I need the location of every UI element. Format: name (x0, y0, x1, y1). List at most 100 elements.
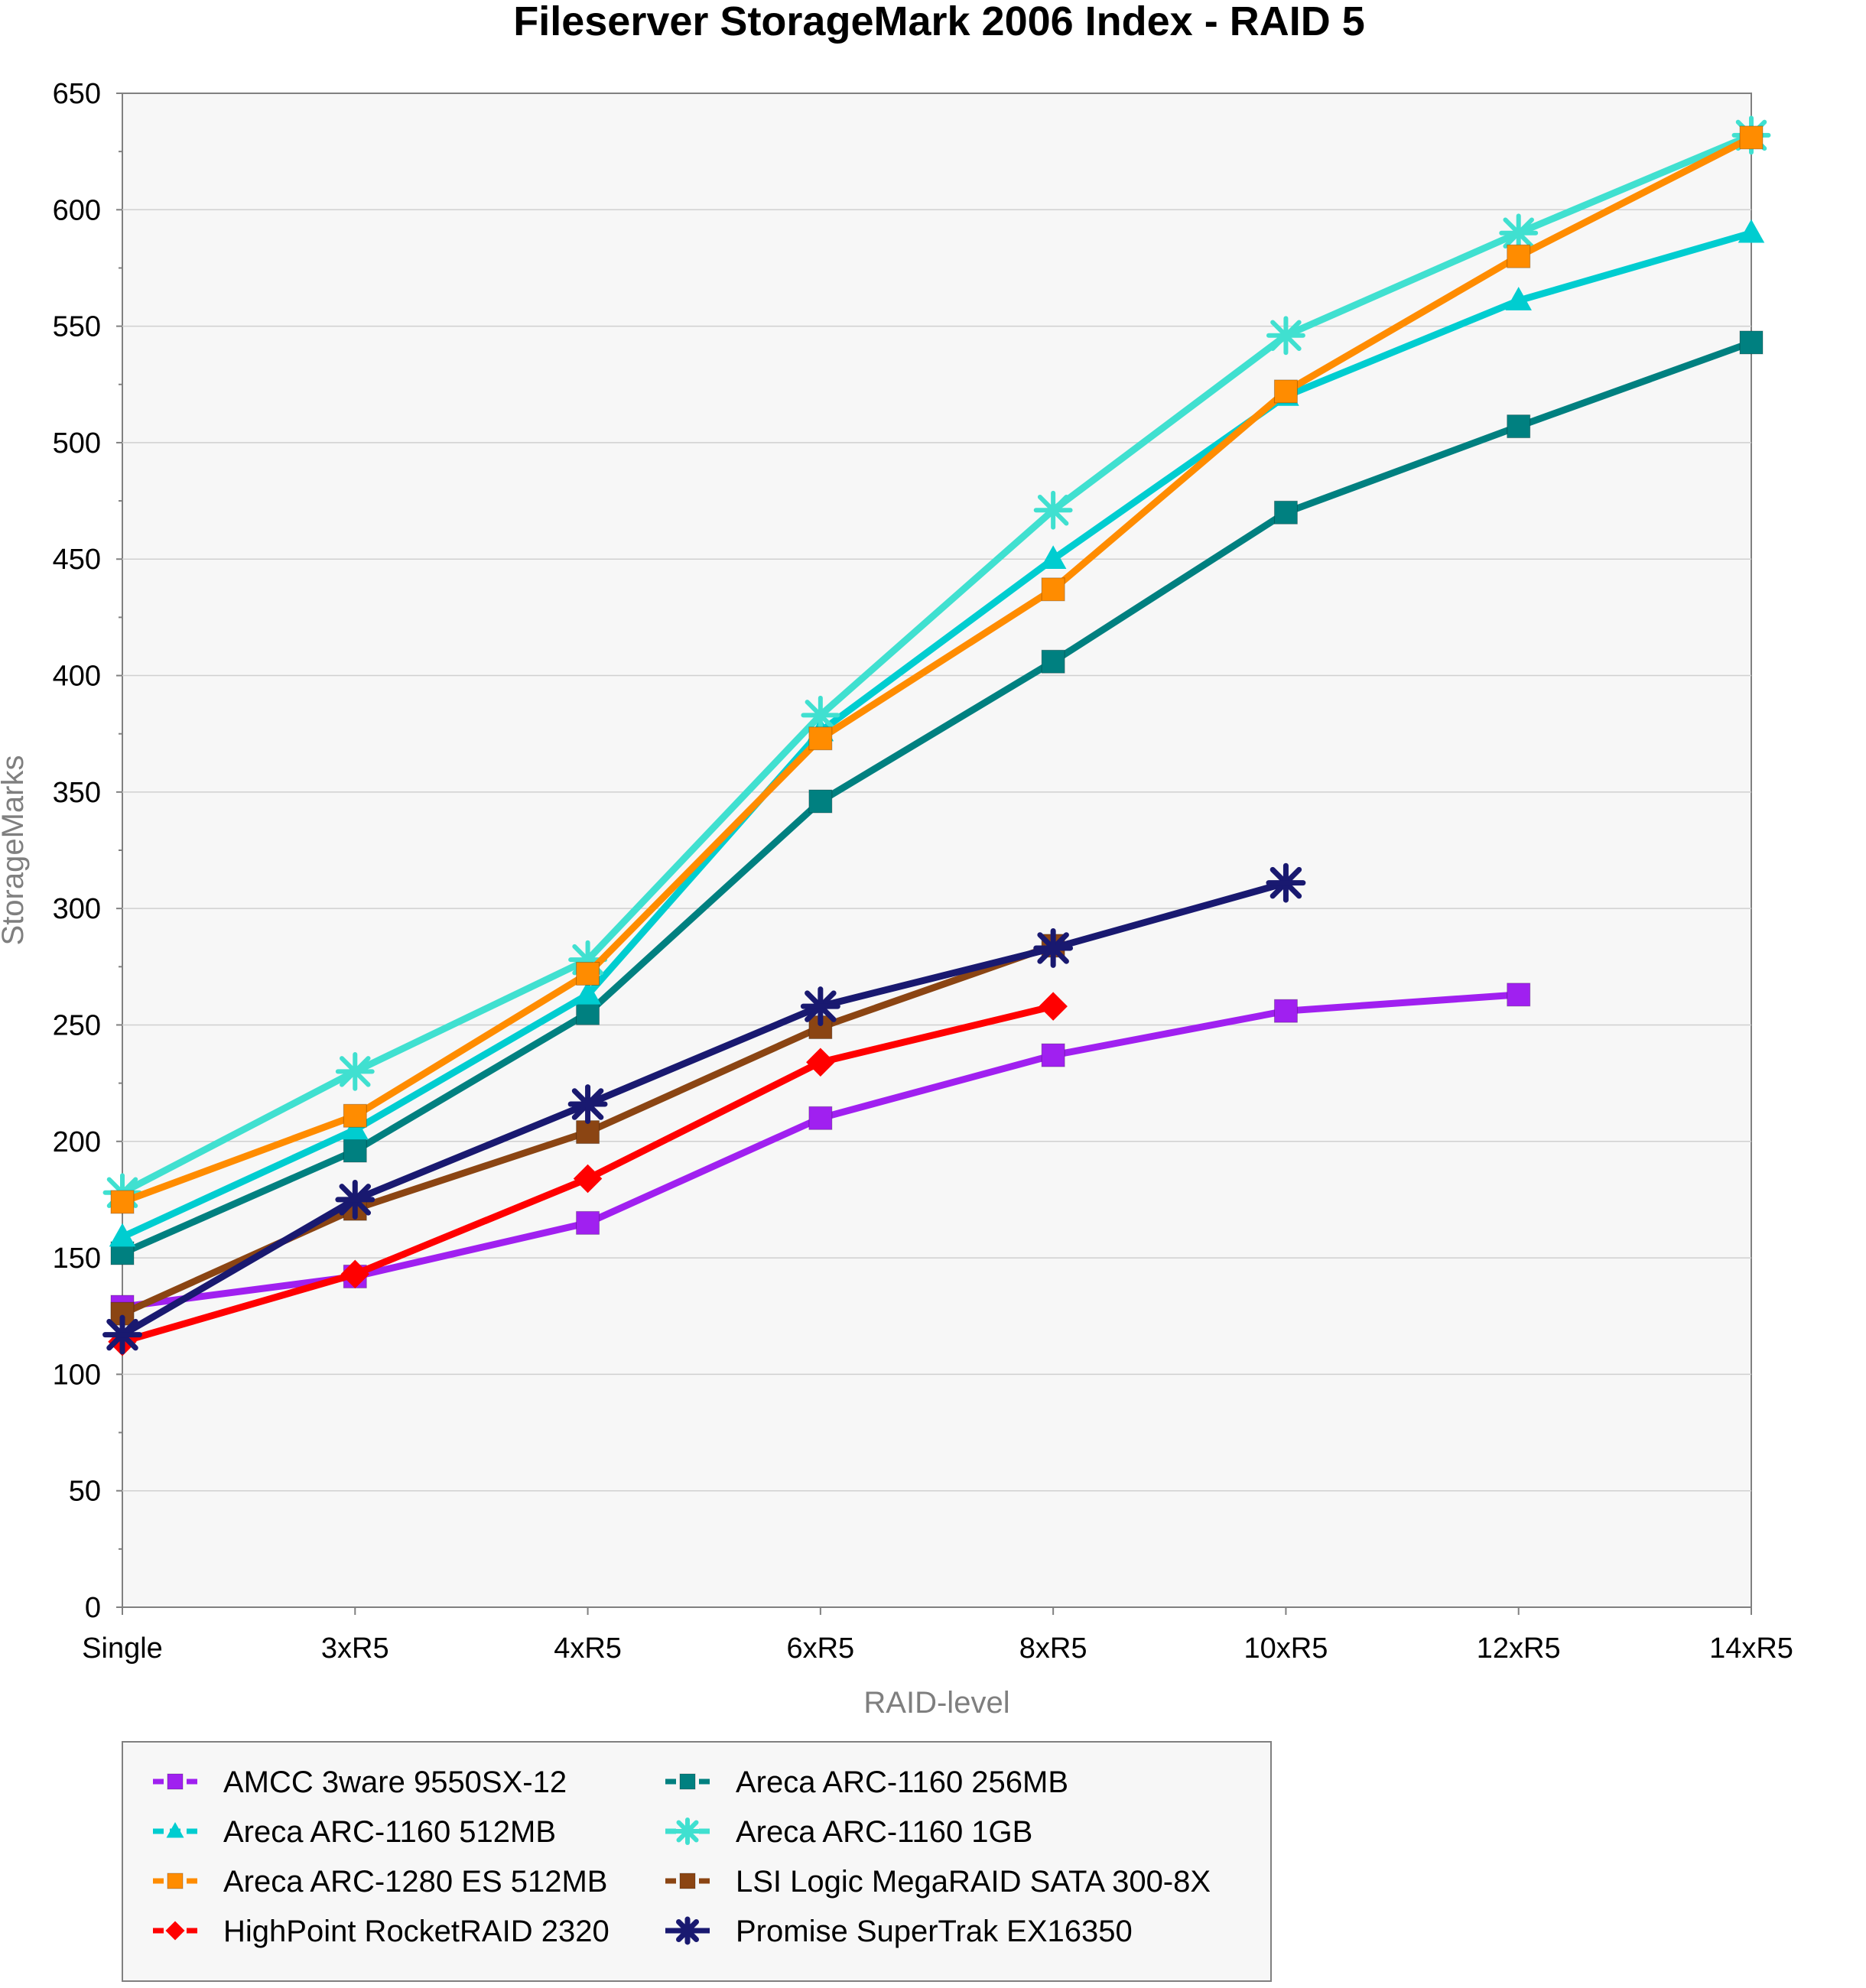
data-point (1033, 928, 1074, 968)
data-point (1041, 577, 1065, 602)
x-axis-title: RAID-level (863, 1686, 1009, 1720)
y-tick-label: 450 (53, 544, 101, 576)
y-tick-label: 650 (53, 78, 101, 110)
legend-label: AMCC 3ware 9550SX-12 (223, 1765, 567, 1799)
data-point (576, 961, 600, 986)
data-point (109, 1223, 136, 1247)
y-tick-label: 350 (53, 777, 101, 809)
data-point (801, 695, 840, 735)
legend-marker (679, 1873, 696, 1889)
data-point (808, 1015, 833, 1040)
y-tick-label: 100 (53, 1359, 101, 1391)
legend-marker (679, 1773, 696, 1790)
data-point (1039, 992, 1068, 1021)
data-point (1505, 287, 1532, 310)
data-point (576, 1210, 600, 1235)
data-point (1041, 1043, 1065, 1067)
y-tick-label: 200 (53, 1126, 101, 1158)
legend-item-areca-arc-1160-512mb: Areca ARC-1160 512MB (153, 1815, 556, 1849)
series-line-areca-arc-1160-256mb (119, 339, 1755, 1257)
data-point (1738, 219, 1765, 243)
legend-item-lsi-logic-megaraid-sata-300-8x: LSI Logic MegaRAID SATA 300-8X (665, 1865, 1211, 1899)
data-point (1499, 213, 1539, 253)
y-tick-label: 0 (85, 1592, 101, 1624)
data-point (800, 986, 840, 1027)
axes: 0 50 100 150 200 250 300 350 400 450 500 550 600 650 S… (53, 78, 1793, 1665)
data-point (576, 1001, 600, 1025)
y-tick-label: 600 (53, 194, 101, 226)
data-point (1273, 379, 1298, 404)
legend-marker (166, 1822, 184, 1838)
data-point (343, 1103, 367, 1128)
legend-label: Areca ARC-1280 ES 512MB (223, 1865, 607, 1899)
data-point (340, 1259, 370, 1289)
series-line-promise-supertrak-ex16350 (119, 879, 1289, 1339)
legend-marker (167, 1873, 184, 1889)
data-point (1273, 999, 1298, 1023)
legend-label: Areca ARC-1160 256MB (736, 1765, 1068, 1799)
data-point (335, 1179, 375, 1220)
data-point (1041, 649, 1065, 674)
data-point (567, 1084, 608, 1124)
x-tick-label-3xr5: 3xR5 (321, 1632, 389, 1665)
x-tick-label-6xr5: 6xR5 (786, 1632, 854, 1665)
x-tick-label-12xr5: 12xR5 (1477, 1632, 1561, 1665)
legend-item-areca-arc-1280-es-512mb: Areca ARC-1280 ES 512MB (153, 1865, 607, 1899)
y-tick-label: 500 (53, 427, 101, 460)
legend-marker (673, 1916, 702, 1945)
series-areca-arc-1280-es-512mb (110, 125, 1764, 1214)
series-areca-arc-1160-256mb (110, 330, 1764, 1265)
legend: AMCC 3ware 9550SX-12 Areca ARC-1160 256MB… (122, 1741, 1272, 1982)
data-point (574, 980, 601, 1005)
data-point (335, 1051, 375, 1091)
data-point (808, 789, 833, 814)
x-tick-label-10xr5: 10xR5 (1244, 1632, 1328, 1665)
x-tick-label-14xr5: 14xR5 (1709, 1632, 1793, 1665)
legend-item-areca-arc-1160-256mb: Areca ARC-1160 256MB (665, 1765, 1068, 1799)
data-point (1266, 316, 1305, 356)
y-tick-label: 550 (53, 311, 101, 343)
data-point (1266, 862, 1306, 903)
legend-item-highpoint-rocketraid-2320: HighPoint RocketRAID 2320 (153, 1915, 610, 1948)
data-point (342, 1116, 369, 1140)
data-point (576, 1120, 600, 1145)
data-point (573, 1164, 603, 1194)
y-tick-label: 150 (53, 1242, 101, 1275)
legend-marker (165, 1921, 185, 1941)
data-point (102, 1314, 142, 1355)
data-point (343, 1139, 367, 1163)
legend-item-amcc-3ware-9550sx-12: AMCC 3ware 9550SX-12 (153, 1765, 567, 1799)
y-axis-title: StorageMarks (0, 755, 30, 946)
x-tick-label-single: Single (82, 1632, 163, 1665)
data-point (1039, 545, 1067, 569)
plot-area (122, 93, 1752, 1608)
legend-label: Areca ARC-1160 1GB (736, 1815, 1032, 1849)
data-point (1739, 330, 1764, 355)
series-line-areca-arc-1280-es-512mb (119, 134, 1755, 1206)
series-promise-supertrak-ex16350 (102, 862, 1306, 1355)
data-point (1507, 983, 1531, 1007)
data-point (1507, 414, 1531, 439)
data-point (110, 1190, 135, 1214)
data-point (808, 1106, 833, 1130)
legend-label: Promise SuperTrak EX16350 (736, 1915, 1133, 1948)
x-tick-label-8xr5: 8xR5 (1019, 1632, 1087, 1665)
legend-item-areca-arc-1160-1gb: Areca ARC-1160 1GB (665, 1815, 1032, 1849)
data-point (806, 1048, 835, 1077)
data-point (1507, 244, 1531, 268)
legend-marker (167, 1773, 184, 1790)
x-tick-label-4xr5: 4xR5 (554, 1632, 622, 1665)
y-tick-label: 400 (53, 661, 101, 693)
legend-label: Areca ARC-1160 512MB (223, 1815, 556, 1849)
data-point (1033, 490, 1073, 530)
data-point (808, 726, 833, 751)
legend-label: LSI Logic MegaRAID SATA 300-8X (736, 1865, 1211, 1899)
data-point (1273, 500, 1298, 525)
y-tick-label: 300 (53, 893, 101, 925)
chart-title: Fileserver StorageMark 2006 Index - RAID… (513, 0, 1365, 44)
data-point (1739, 125, 1764, 150)
series-layer (102, 115, 1771, 1356)
legend-item-promise-supertrak-ex16350: Promise SuperTrak EX16350 (665, 1915, 1133, 1948)
series-line-areca-arc-1160-512mb (119, 229, 1755, 1241)
